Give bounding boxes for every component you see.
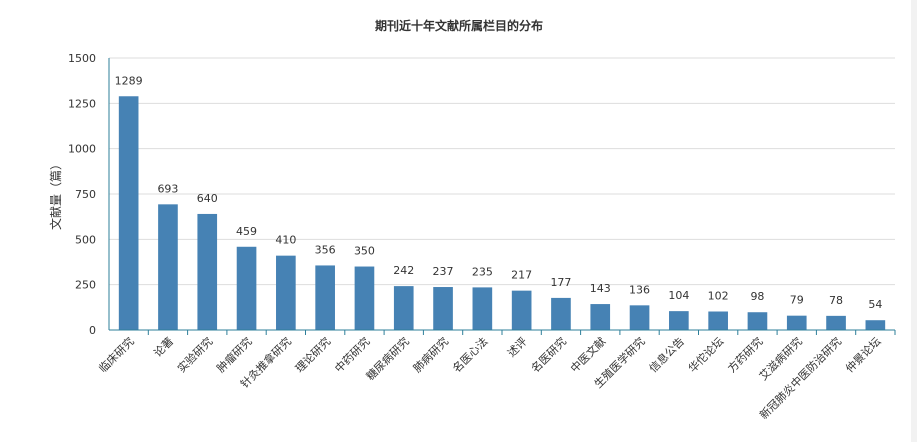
y-tick-label: 1000	[68, 143, 96, 156]
x-category-label: 信息公告	[646, 334, 687, 375]
y-tick-label: 250	[75, 279, 96, 292]
bar[interactable]	[511, 290, 532, 330]
x-category-label: 糖尿病研究	[363, 334, 412, 383]
x-category-label: 华佗论坛	[685, 334, 726, 375]
bar[interactable]	[315, 265, 335, 330]
bar[interactable]	[669, 311, 689, 330]
x-category-label: 实验研究	[174, 334, 215, 375]
data-label: 237	[433, 265, 454, 278]
x-category-label: 名医研究	[528, 334, 569, 375]
data-label: 79	[790, 294, 804, 307]
data-label: 104	[668, 289, 689, 302]
data-label: 78	[829, 294, 843, 307]
x-category-label: 临床研究	[96, 334, 137, 375]
data-label: 217	[511, 269, 532, 282]
data-label: 235	[472, 265, 493, 278]
data-label: 356	[315, 243, 336, 256]
bar[interactable]	[354, 266, 375, 330]
bar[interactable]	[786, 315, 807, 330]
x-category-label: 述评	[505, 335, 530, 360]
data-label: 136	[629, 283, 650, 296]
data-label: 98	[750, 290, 764, 303]
data-label: 640	[197, 192, 218, 205]
data-label: 410	[275, 234, 296, 247]
x-category-label: 名医心法	[449, 334, 490, 375]
labels: 0 250 500 750 1000 1250 1500 1289 临床研究 693 论著 640 实验…	[68, 52, 883, 422]
data-label: 177	[550, 276, 571, 289]
y-tick-label: 0	[89, 324, 96, 337]
x-category-label: 仲景论坛	[842, 334, 883, 375]
x-category-label: 论著	[151, 334, 176, 359]
bar[interactable]	[747, 312, 768, 330]
x-category-label: 肿瘤研究	[214, 334, 255, 375]
bar[interactable]	[629, 305, 650, 330]
data-label: 242	[393, 264, 414, 277]
bar[interactable]	[865, 320, 886, 330]
bar[interactable]	[708, 311, 728, 330]
bar[interactable]	[276, 255, 296, 330]
bar[interactable]	[393, 286, 414, 330]
y-tick-label: 1250	[68, 97, 96, 110]
bar[interactable]	[118, 96, 139, 331]
data-label: 143	[590, 282, 611, 295]
x-category-label: 中医文献	[567, 334, 608, 375]
bar[interactable]	[236, 246, 257, 330]
bar[interactable]	[472, 287, 493, 330]
bar[interactable]	[158, 204, 178, 330]
y-tick-label: 500	[75, 233, 96, 246]
data-label: 350	[354, 245, 375, 258]
data-label: 102	[708, 290, 729, 303]
axes	[108, 58, 896, 335]
data-label: 54	[868, 298, 882, 311]
bar[interactable]	[590, 304, 611, 330]
y-tick-label: 1500	[68, 52, 96, 65]
bar[interactable]	[551, 297, 571, 330]
right-edge-strip	[911, 0, 917, 442]
chart-title: 期刊近十年文献所属栏目的分布	[375, 18, 543, 33]
x-category-label: 理论研究	[292, 334, 333, 375]
x-category-label: 中药研究	[332, 334, 373, 375]
bar[interactable]	[826, 315, 846, 330]
data-label: 693	[157, 182, 178, 195]
bars	[118, 96, 886, 331]
grid-lines	[109, 57, 895, 286]
data-label: 459	[236, 225, 257, 238]
x-category-label: 肺病研究	[410, 334, 451, 375]
data-label: 1289	[115, 74, 143, 87]
bar[interactable]	[433, 287, 453, 330]
y-tick-label: 750	[75, 188, 96, 201]
y-axis-title: 文献量（篇）	[48, 158, 63, 230]
x-category-label: 方药研究	[725, 334, 766, 375]
bar[interactable]	[197, 213, 218, 330]
